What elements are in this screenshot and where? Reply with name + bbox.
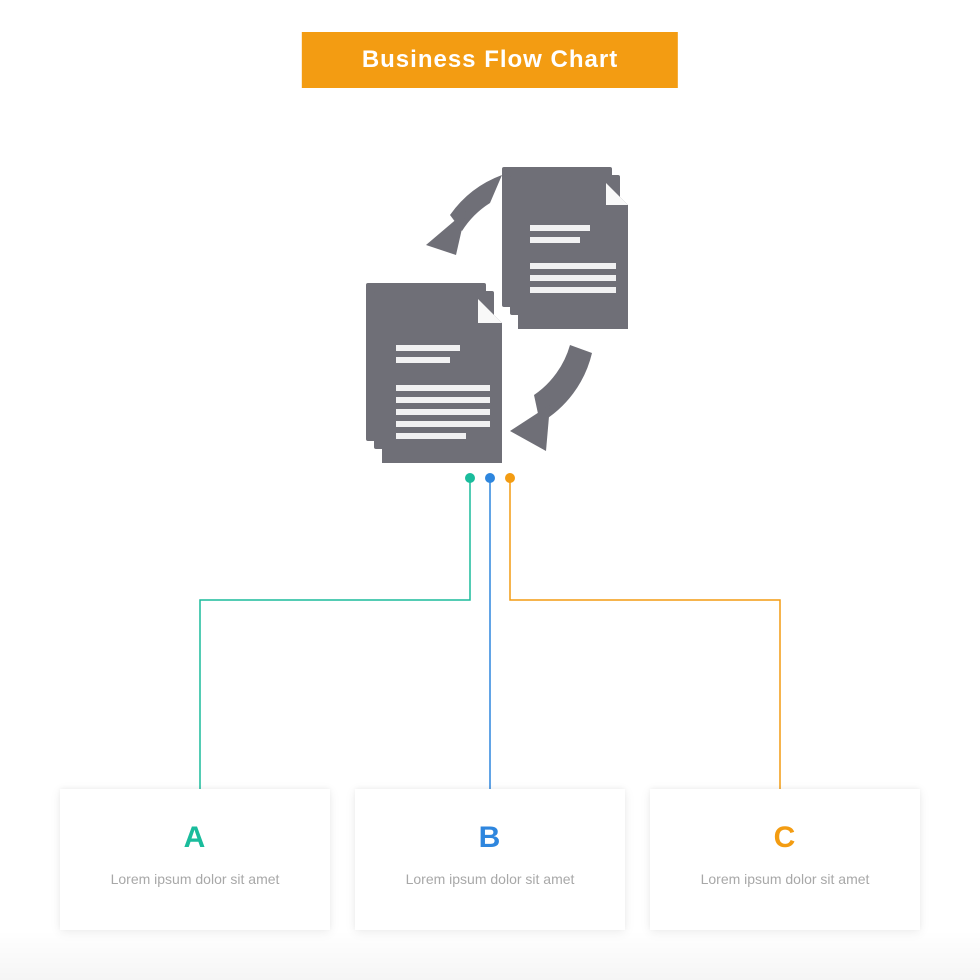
- card-c: C Lorem ipsum dolor sit amet: [650, 789, 920, 930]
- card-desc: Lorem ipsum dolor sit amet: [674, 869, 896, 890]
- card-letter: C: [674, 821, 896, 855]
- connector-lines: [0, 470, 980, 810]
- card-b: B Lorem ipsum dolor sit amet: [355, 789, 625, 930]
- card-desc: Lorem ipsum dolor sit amet: [379, 869, 601, 890]
- card-desc: Lorem ipsum dolor sit amet: [84, 869, 306, 890]
- page-title: Business Flow Chart: [362, 46, 618, 74]
- cards-row: A Lorem ipsum dolor sit amet B Lorem ips…: [60, 789, 920, 930]
- card-a: A Lorem ipsum dolor sit amet: [60, 789, 330, 930]
- header-band: Business Flow Chart: [302, 32, 678, 88]
- bottom-shadow: [0, 930, 980, 980]
- card-letter: A: [84, 821, 306, 855]
- document-sync-icon: [330, 155, 650, 475]
- card-letter: B: [379, 821, 601, 855]
